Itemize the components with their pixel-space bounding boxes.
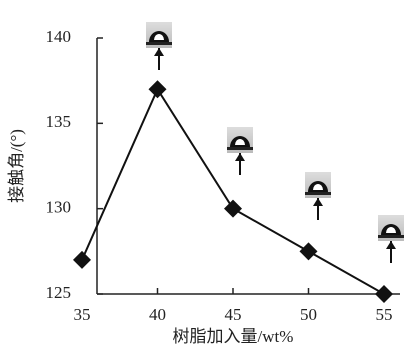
y-tick-label: 135 [46, 112, 72, 131]
droplet-image [145, 21, 173, 71]
marker [375, 285, 393, 303]
marker [299, 242, 318, 261]
x-tick-label: 45 [225, 305, 242, 324]
line [81, 87, 385, 295]
y-axis-label: 接触角/(°) [7, 129, 26, 203]
x-tick-label: 35 [74, 305, 91, 324]
marker [148, 80, 167, 99]
droplet-image [304, 171, 332, 221]
x-tick-label: 55 [376, 305, 393, 324]
x-tick-label: 50 [300, 305, 317, 324]
droplet-image [377, 214, 405, 264]
marker [224, 199, 242, 218]
y-tick-label: 125 [46, 283, 72, 302]
droplet-image [226, 126, 254, 176]
x-axis-label: 树脂加入量/wt% [173, 327, 294, 346]
y-tick-label: 130 [46, 198, 72, 217]
y-tick-label: 140 [46, 27, 72, 46]
marker [73, 250, 91, 269]
x-tick-label: 40 [149, 305, 166, 324]
